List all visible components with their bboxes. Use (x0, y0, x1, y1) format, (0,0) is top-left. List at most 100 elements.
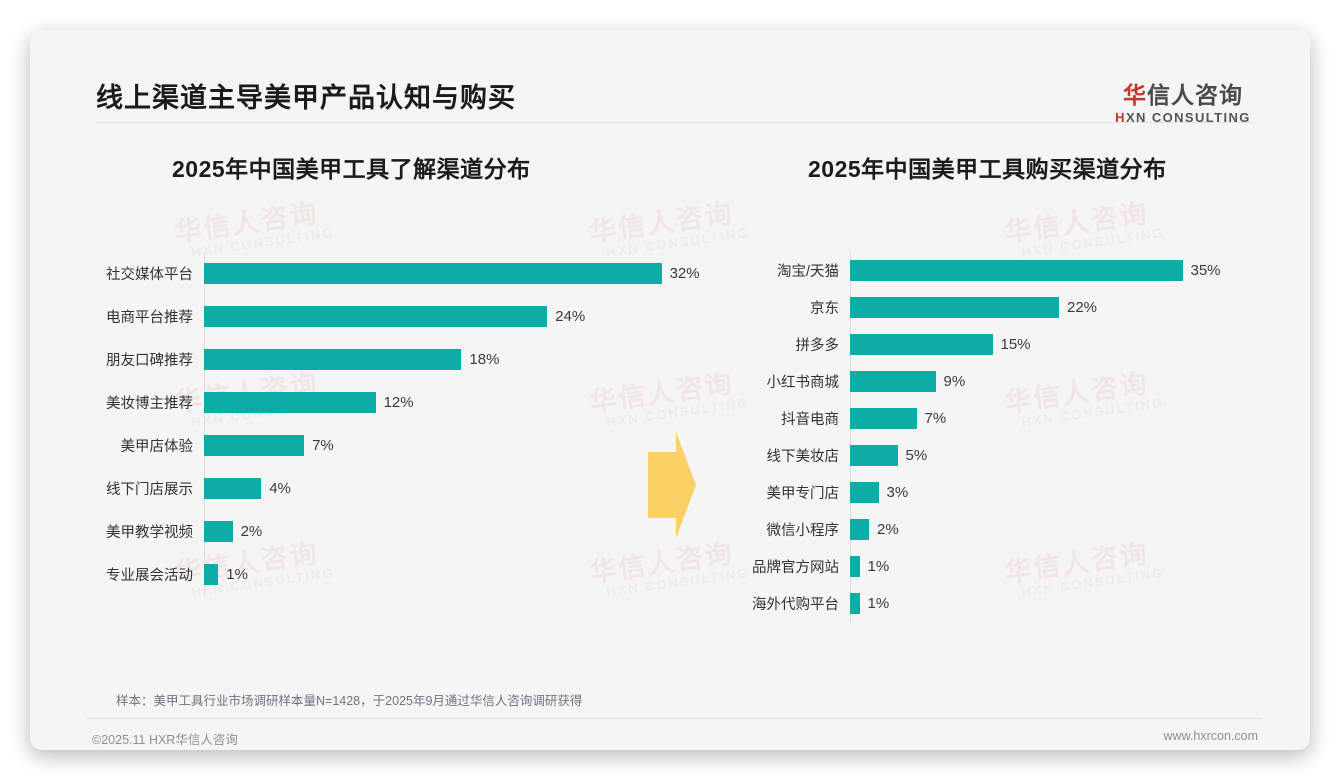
bar-track: 7% (850, 400, 1270, 437)
bar-segment (204, 349, 462, 370)
bar-segment (850, 260, 1183, 281)
right-arrow-icon (638, 430, 700, 540)
bar-track: 24% (204, 295, 706, 338)
bar-value-label: 7% (924, 410, 947, 427)
bar-category-label: 电商平台推荐 (106, 310, 193, 326)
logo-cn-rest: 信人咨询 (1147, 82, 1243, 108)
bar-segment (204, 478, 262, 499)
bar-category-label: 抖音电商 (781, 412, 839, 428)
bar-row: 电商平台推荐 24% (86, 295, 706, 338)
bar-row: 社交媒体平台 32% (86, 252, 706, 295)
bar-track: 2% (850, 511, 1270, 548)
bar-row: 海外代购平台 1% (730, 585, 1270, 622)
bar-category-label: 微信小程序 (766, 523, 840, 539)
page-title: 线上渠道主导美甲产品认知与购买 (96, 83, 516, 113)
bar-category-label: 美甲店体验 (120, 439, 194, 455)
slide-header: 线上渠道主导美甲产品认知与购买 华信人咨询 HXN CONSULTING (30, 30, 1310, 130)
bar-segment (850, 408, 917, 429)
bar-segment (204, 564, 219, 585)
chart-axis-line (204, 252, 205, 596)
bar-row-list: 社交媒体平台 32% 电商平台推荐 24% 朋友口碑推荐 18% 美妆博主推荐 12% 美甲店体… (86, 252, 706, 596)
bar-row: 朋友口碑推荐 18% (86, 338, 706, 381)
bar-row: 品牌官方网站 1% (730, 548, 1270, 585)
bar-track: 15% (850, 326, 1270, 363)
bar-category-label: 社交媒体平台 (106, 267, 193, 283)
bar-row: 线下美妆店 5% (730, 437, 1270, 474)
bar-value-label: 2% (877, 521, 899, 538)
sample-footnote: 样本：美甲工具行业市场调研样本量N=1428，于2025年9月通过华信人咨询调研… (116, 694, 583, 708)
bar-category-label: 美妆博主推荐 (106, 396, 193, 412)
logo-en-rest: XN CONSULTING (1125, 110, 1251, 126)
bar-value-label: 12% (383, 394, 414, 411)
logo-cn-accent: 华 (1123, 82, 1147, 108)
bar-segment (850, 297, 1059, 318)
bar-track: 4% (204, 467, 706, 510)
bar-track: 9% (850, 363, 1270, 400)
bar-row: 京东 22% (730, 289, 1270, 326)
bar-row: 小红书商城 9% (730, 363, 1270, 400)
bar-track: 2% (204, 510, 706, 553)
bar-category-label: 美甲教学视频 (106, 525, 193, 541)
bar-value-label: 2% (240, 523, 263, 540)
bar-track: 35% (850, 252, 1270, 289)
slide-card: 华信人咨询 HXN CONSULTING 华信人咨询 HXN CONSULTIN… (30, 30, 1310, 750)
bar-track: 1% (850, 585, 1270, 622)
bar-segment (850, 445, 898, 466)
footer-divider (86, 718, 1262, 719)
logo-english-text: HXN CONSULTING (1098, 110, 1268, 125)
bar-value-label: 5% (905, 447, 928, 464)
bar-track: 12% (204, 381, 706, 424)
bar-category-label: 拼多多 (795, 338, 840, 354)
bar-row: 美甲专门店 3% (730, 474, 1270, 511)
bar-value-label: 15% (1000, 336, 1031, 353)
bar-category-label: 京东 (810, 301, 839, 317)
bar-segment (204, 263, 662, 284)
bar-track: 22% (850, 289, 1270, 326)
bar-track: 1% (850, 548, 1270, 585)
chart-axis-line (850, 252, 851, 622)
bar-category-label: 美甲专门店 (766, 486, 840, 502)
bar-value-label: 1% (867, 558, 890, 575)
logo-chinese-text: 华信人咨询 (1098, 82, 1268, 108)
website-url[interactable]: www.hxrcon.com (1163, 729, 1258, 743)
bar-value-label: 4% (269, 480, 291, 497)
bar-category-label: 淘宝/天猫 (776, 264, 839, 280)
bar-category-label: 小红书商城 (766, 375, 840, 391)
bar-track: 3% (850, 474, 1270, 511)
bar-category-label: 朋友口碑推荐 (106, 353, 193, 369)
chart-panel-awareness: 2025年中国美甲工具了解渠道分布 社交媒体平台 32% 电商平台推荐 24% 朋友口碑… (86, 150, 706, 596)
bar-segment (204, 521, 233, 542)
bar-segment (850, 334, 993, 355)
logo-en-accent: H (1115, 110, 1126, 126)
chart-title-awareness: 2025年中国美甲工具了解渠道分布 (172, 156, 531, 182)
bar-value-label: 9% (943, 373, 966, 390)
bar-row: 美甲店体验 7% (86, 424, 706, 467)
bar-segment (850, 371, 936, 392)
bar-track: 5% (850, 437, 1270, 474)
bar-track: 1% (204, 553, 706, 596)
bar-track: 32% (204, 252, 706, 295)
bar-track: 18% (204, 338, 706, 381)
bar-value-label: 18% (469, 351, 500, 368)
bar-value-label: 24% (555, 308, 586, 325)
chart-title-purchase: 2025年中国美甲工具购买渠道分布 (808, 156, 1167, 182)
bar-segment (850, 556, 860, 577)
bar-chart-purchase: 淘宝/天猫 35% 京东 22% 拼多多 15% 小红书商城 9% 抖音电商 7% 线下美妆店 5% 美… (730, 252, 1270, 622)
copyright-text: ©2025.11 HXR华信人咨询 (92, 733, 238, 747)
bar-row: 美甲教学视频 2% (86, 510, 706, 553)
bar-category-label: 品牌官方网站 (752, 560, 839, 576)
bar-track: 7% (204, 424, 706, 467)
bar-value-label: 1% (867, 595, 890, 612)
header-divider (96, 122, 1254, 123)
bar-row: 专业展会活动 1% (86, 553, 706, 596)
bar-value-label: 22% (1067, 299, 1098, 316)
bar-segment (204, 392, 376, 413)
bar-value-label: 32% (669, 265, 700, 282)
bar-segment (850, 482, 879, 503)
bar-category-label: 线下门店展示 (106, 482, 193, 498)
bar-segment (850, 519, 869, 540)
company-logo: 华信人咨询 HXN CONSULTING (1098, 82, 1268, 125)
bar-value-label: 1% (226, 566, 248, 583)
bar-value-label: 7% (312, 437, 334, 454)
bar-category-label: 线下美妆店 (766, 449, 840, 465)
